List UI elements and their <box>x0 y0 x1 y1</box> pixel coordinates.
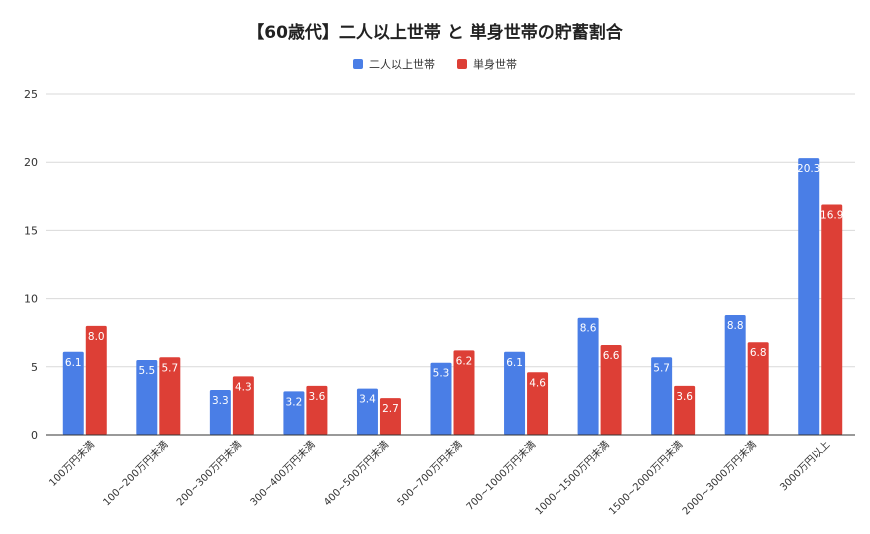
data-label: 2.7 <box>382 403 399 415</box>
legend-label-series-2: 単身世帯 <box>473 58 517 71</box>
bar-series2-10 <box>821 204 843 435</box>
bar-series2-2 <box>232 376 254 435</box>
y-tick-label: 0 <box>31 429 38 442</box>
bar-series2-9 <box>747 342 769 435</box>
data-label: 6.2 <box>456 355 473 367</box>
x-tick-label: 3000万円以上 <box>778 439 833 494</box>
bar-series1-2 <box>209 389 231 435</box>
data-label: 5.7 <box>161 362 178 374</box>
x-tick-label: 1000~1500万円未満 <box>533 439 612 518</box>
legend-item-series-2: 単身世帯 <box>457 56 517 72</box>
chart-title: 【60歳代】二人以上世帯 と 単身世帯の貯蓄割合 <box>247 23 623 43</box>
x-tick-label: 1500~2000万円未満 <box>607 439 686 518</box>
legend-item-series-1: 二人以上世帯 <box>353 56 435 72</box>
bar-series2-6 <box>527 372 549 435</box>
bar-series2-5 <box>453 350 475 435</box>
data-label: 5.3 <box>433 368 450 380</box>
data-label: 3.3 <box>212 395 229 407</box>
data-label: 3.6 <box>309 391 326 403</box>
data-label: 3.4 <box>359 394 376 406</box>
y-tick-label: 15 <box>24 224 38 237</box>
legend-swatch-series-1 <box>353 59 363 69</box>
data-label: 6.1 <box>65 357 82 369</box>
bar-series1-3 <box>283 391 305 435</box>
x-tick-label: 2000~3000万円未満 <box>680 439 759 518</box>
bar-series1-8 <box>651 357 673 435</box>
bar-series2-3 <box>306 385 328 435</box>
data-label: 4.3 <box>235 381 252 393</box>
data-label: 20.3 <box>797 163 820 175</box>
data-label: 16.9 <box>820 209 843 221</box>
bar-series1-1 <box>136 359 158 435</box>
data-label: 4.6 <box>529 377 546 389</box>
bar-series2-4 <box>379 398 401 435</box>
bar-series1-10 <box>798 158 820 435</box>
y-tick-label: 5 <box>31 361 38 374</box>
x-tick-label: 100万円未満 <box>47 439 97 489</box>
data-label: 5.7 <box>653 362 670 374</box>
x-tick-label: 700~1000万円未満 <box>464 439 538 513</box>
bar-series2-1 <box>159 357 181 435</box>
x-tick-label: 300~400万円未満 <box>248 439 318 509</box>
bar-series2-8 <box>674 385 696 435</box>
bar-series1-9 <box>724 314 746 435</box>
legend-label-series-1: 二人以上世帯 <box>369 58 435 71</box>
x-tick-label: 200~300万円未満 <box>174 439 244 509</box>
data-label: 6.8 <box>750 347 767 359</box>
data-label: 6.6 <box>603 350 620 362</box>
data-label: 8.8 <box>727 320 744 332</box>
data-label: 8.6 <box>580 323 597 335</box>
data-label: 5.5 <box>138 365 155 377</box>
data-label: 3.6 <box>676 391 693 403</box>
data-label: 6.1 <box>506 357 523 369</box>
bar-series1-7 <box>577 317 599 435</box>
legend-swatch-series-2 <box>457 59 467 69</box>
bar-series1-5 <box>430 362 452 435</box>
data-label: 8.0 <box>88 331 105 343</box>
bar-series1-4 <box>356 388 378 435</box>
x-tick-label: 500~700万円未満 <box>395 439 465 509</box>
data-label: 3.2 <box>286 396 303 408</box>
chart-legend: 二人以上世帯 単身世帯 <box>0 56 870 72</box>
bar-series2-7 <box>600 344 622 435</box>
bar-series1-0 <box>62 351 84 435</box>
bar-series1-6 <box>504 351 526 435</box>
x-tick-label: 400~500万円未満 <box>321 439 391 509</box>
y-tick-label: 25 <box>24 88 38 101</box>
y-tick-label: 20 <box>24 156 38 169</box>
y-tick-label: 10 <box>24 293 38 306</box>
x-tick-label: 100~200万円未満 <box>101 439 171 509</box>
bar-series2-0 <box>85 325 107 435</box>
